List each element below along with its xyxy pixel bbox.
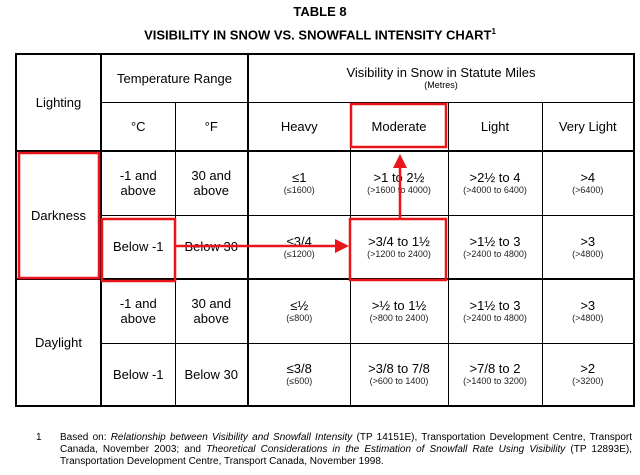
value-miles: ≤½: [290, 298, 309, 314]
temp-fahrenheit: Below 30: [174, 342, 249, 407]
cell-heavy: ≤3/4 (≤1200): [247, 214, 351, 280]
cell-moderate: >½ to 1½ (>800 to 2400): [349, 278, 449, 344]
value-miles: >½ to 1½: [371, 298, 427, 314]
cell-very-light: >4 (>6400): [541, 150, 635, 216]
footnote-reference-1: Relationship between Visibility and Snow…: [110, 432, 353, 443]
cell-moderate: >3/4 to 1½ (>1200 to 2400): [349, 214, 449, 280]
header-visibility: Visibility in Snow in Statute Miles (Met…: [247, 53, 635, 103]
temp-celsius: -1 and above: [100, 278, 176, 344]
footnote-prefix: Based on:: [60, 432, 111, 443]
temp-fahrenheit: Below 30: [174, 214, 249, 280]
cell-light: >2½ to 4 (>4000 to 6400): [447, 150, 543, 216]
value-metres: (>800 to 2400): [369, 313, 429, 324]
lighting-darkness: Darkness: [15, 150, 102, 280]
value-miles: >1 to 2½: [373, 170, 425, 186]
value-miles: >3/8 to 7/8: [368, 361, 430, 377]
value-miles: >7/8 to 2: [469, 361, 521, 377]
cell-very-light: >3 (>4800): [541, 214, 635, 280]
header-light: Light: [447, 101, 543, 152]
value-miles: ≤3/4: [286, 233, 312, 249]
lighting-daylight: Daylight: [15, 278, 102, 407]
table-title: TABLE 8: [293, 4, 347, 19]
footnote-number: 1: [36, 432, 42, 443]
header-temperature-range: Temperature Range: [100, 53, 249, 103]
header-moderate: Moderate: [349, 101, 449, 152]
table-subtitle: VISIBILITY IN SNOW VS. SNOWFALL INTENSIT…: [0, 27, 640, 42]
value-metres: (>1200 to 2400): [367, 248, 431, 259]
cell-very-light: >3 (>4800): [541, 278, 635, 344]
cell-very-light: >2 (>3200): [541, 342, 635, 407]
value-miles: >4: [580, 170, 596, 186]
value-metres: (>6400): [572, 185, 604, 196]
cell-heavy: ≤½ (≤800): [247, 278, 351, 344]
header-lighting: Lighting: [15, 53, 102, 152]
value-metres: (>4800): [572, 248, 604, 259]
header-heavy: Heavy: [247, 101, 351, 152]
header-fahrenheit: °F: [174, 101, 249, 152]
cell-heavy: ≤3/8 (≤600): [247, 342, 351, 407]
visibility-table: Lighting Temperature Range Visibility in…: [15, 53, 636, 407]
cell-heavy: ≤1 (≤1600): [247, 150, 351, 216]
temp-celsius: Below -1: [100, 214, 176, 280]
temp-fahrenheit: 30 and above: [174, 278, 249, 344]
value-miles: >2: [580, 361, 596, 377]
value-metres: (>1400 to 3200): [463, 376, 527, 387]
footnote-middle-2: (TP 12893E), Transportation Development …: [60, 444, 632, 467]
cell-moderate: >3/8 to 7/8 (>600 to 1400): [349, 342, 449, 407]
cell-light: >7/8 to 2 (>1400 to 3200): [447, 342, 543, 407]
value-metres: (>4800): [572, 313, 604, 324]
value-metres: (≤800): [286, 313, 313, 324]
header-celsius: °C: [100, 101, 176, 152]
value-metres: (≤1200): [283, 248, 315, 259]
subtitle-text: VISIBILITY IN SNOW VS. SNOWFALL INTENSIT…: [144, 27, 492, 43]
value-metres: (>1600 to 4000): [367, 185, 431, 196]
value-miles: >1½ to 3: [469, 233, 521, 249]
value-metres: (>2400 to 4800): [463, 248, 527, 259]
value-miles: ≤3/8: [286, 361, 312, 377]
value-miles: >2½ to 4: [469, 170, 521, 186]
cell-light: >1½ to 3 (>2400 to 4800): [447, 214, 543, 280]
value-miles: >3: [580, 233, 596, 249]
header-very-light: Very Light: [541, 101, 635, 152]
header-visibility-label: Visibility in Snow in Statute Miles: [346, 65, 536, 81]
footnote-ref: 1: [491, 27, 496, 36]
value-miles: >3/4 to 1½: [368, 233, 430, 249]
temp-fahrenheit: 30 and above: [174, 150, 249, 216]
value-miles: >3: [580, 298, 596, 314]
value-metres: (≤600): [286, 376, 313, 387]
header-visibility-unit: (Metres): [424, 80, 458, 91]
footnote-middle-1: (TP 14151E), Transportation Development …: [60, 432, 632, 455]
value-metres: (>4000 to 6400): [463, 185, 527, 196]
value-miles: ≤1: [292, 170, 307, 186]
value-metres: (>3200): [572, 376, 604, 387]
value-miles: >1½ to 3: [469, 298, 521, 314]
temp-celsius: -1 and above: [100, 150, 176, 216]
footnote-reference-2: Theoretical Considerations in the Estima…: [206, 444, 566, 455]
cell-light: >1½ to 3 (>2400 to 4800): [447, 278, 543, 344]
temp-celsius: Below -1: [100, 342, 176, 407]
value-metres: (>2400 to 4800): [463, 313, 527, 324]
cell-moderate: >1 to 2½ (>1600 to 4000): [349, 150, 449, 216]
value-metres: (≤1600): [283, 185, 315, 196]
value-metres: (>600 to 1400): [369, 376, 429, 387]
footnote-text: Based on: Relationship between Visibilit…: [60, 432, 632, 468]
